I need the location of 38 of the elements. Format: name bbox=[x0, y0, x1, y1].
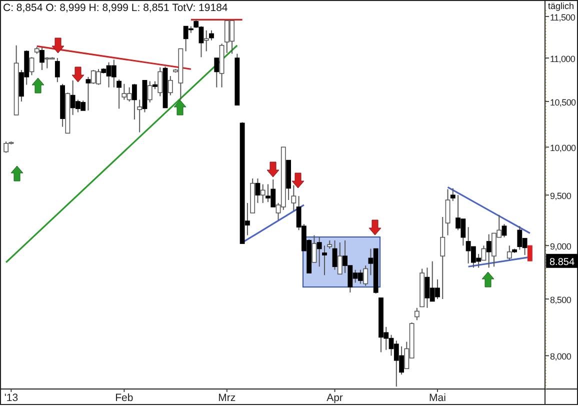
candlestick bbox=[168, 76, 173, 96]
candlestick bbox=[116, 79, 122, 110]
y-tick-label: 11,500 bbox=[550, 12, 576, 22]
candlestick bbox=[54, 58, 60, 83]
candlestick bbox=[440, 216, 446, 300]
candlestick bbox=[445, 188, 450, 236]
text: täglich bbox=[548, 1, 574, 11]
candlestick bbox=[147, 80, 152, 103]
candlestick bbox=[204, 30, 209, 52]
y-tick-label: 9,000 bbox=[550, 242, 572, 252]
candlestick bbox=[29, 56, 34, 76]
candlestick bbox=[337, 242, 342, 275]
candlestick bbox=[291, 184, 296, 212]
y-tick-label: 11,000 bbox=[550, 54, 576, 64]
candlestick bbox=[363, 265, 368, 286]
y-tick-label: 8,000 bbox=[550, 352, 572, 362]
candlestick bbox=[209, 30, 214, 41]
candlestick bbox=[312, 234, 317, 263]
y-tick-label: 9,500 bbox=[550, 191, 572, 202]
candlestick bbox=[481, 245, 486, 261]
x-tick-label: Feb bbox=[115, 392, 134, 404]
x-tick-label: '13 bbox=[4, 392, 18, 404]
candlestick bbox=[527, 245, 532, 262]
x-tick-label: Apr bbox=[326, 392, 344, 404]
chart-title: C: 8,854 O: 8,999 H: 8,999 L: 8,851 TotV: 19184 bbox=[3, 2, 228, 14]
candlestick bbox=[260, 184, 266, 204]
y-tick-label: 10,000 bbox=[550, 143, 576, 154]
candlestick bbox=[506, 245, 512, 261]
candlestick bbox=[450, 188, 456, 202]
candlestick bbox=[158, 66, 163, 97]
text: 8.854 bbox=[549, 256, 575, 268]
x-tick-label: Mrz bbox=[218, 392, 236, 404]
candlestick bbox=[322, 245, 327, 276]
y-tick-label: 10,500 bbox=[550, 98, 576, 108]
candlestick bbox=[137, 99, 142, 133]
candlestick bbox=[414, 307, 420, 321]
y-tick-label: 8,500 bbox=[550, 295, 572, 306]
x-tick-label: Mai bbox=[429, 392, 446, 404]
